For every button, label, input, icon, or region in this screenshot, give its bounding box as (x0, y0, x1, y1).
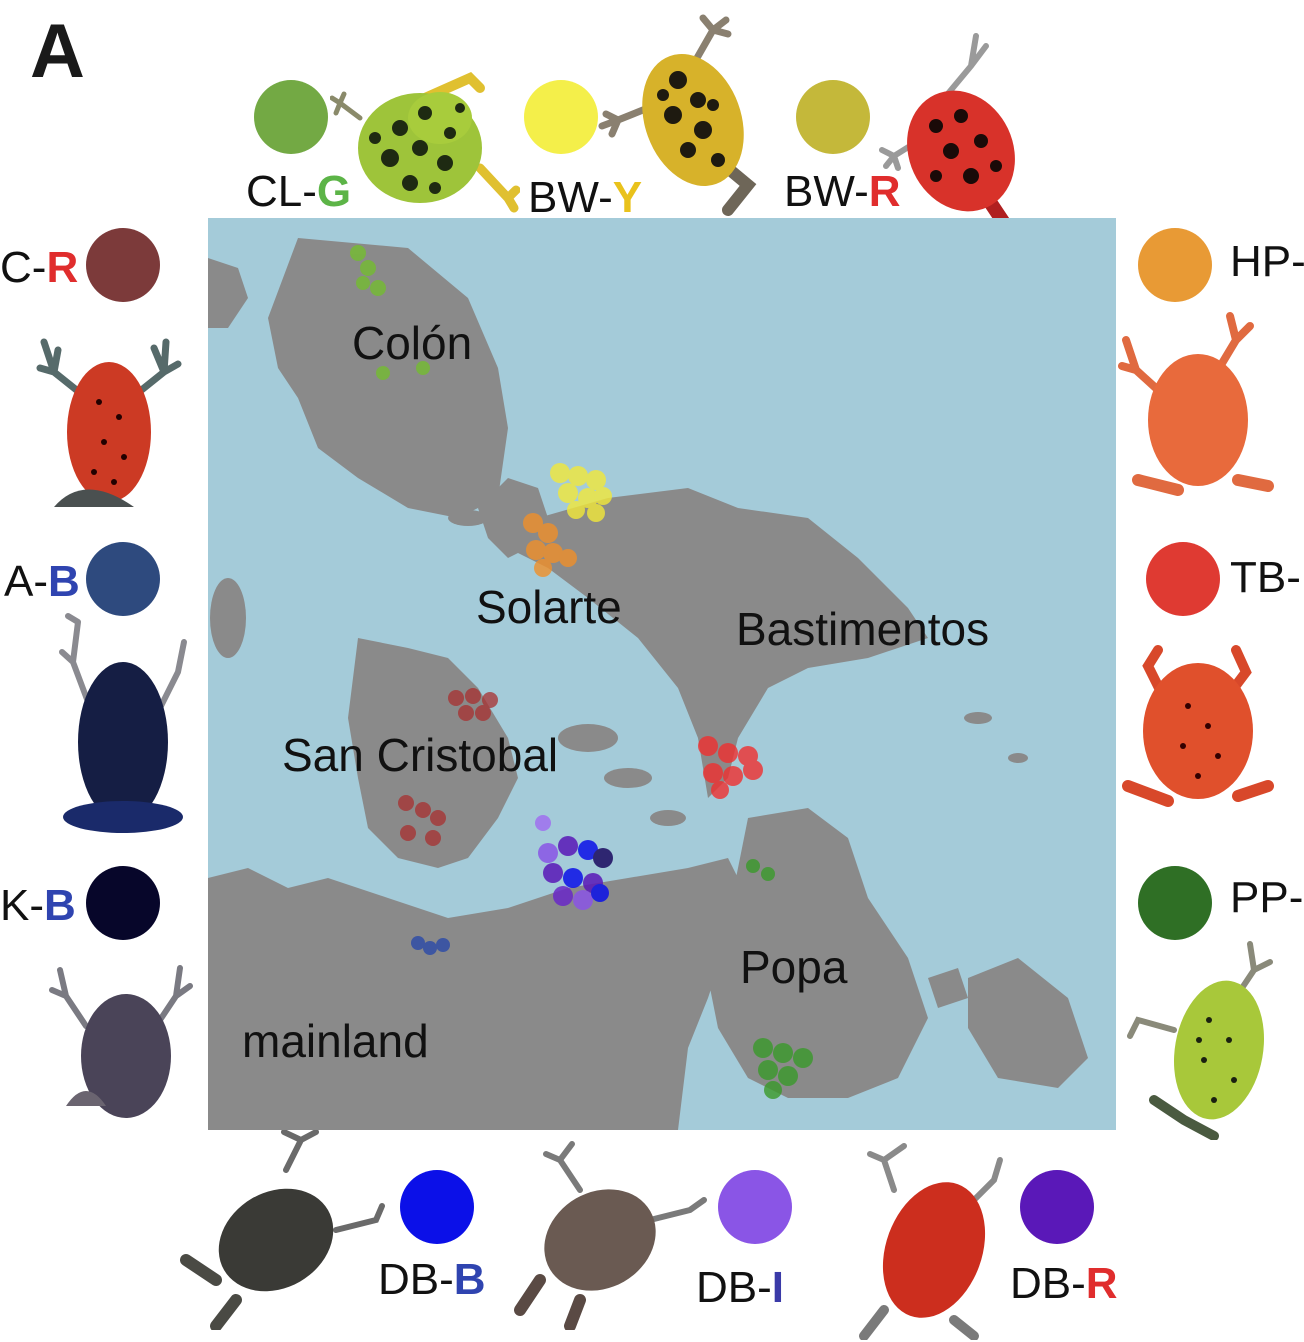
label-pp: PP- (1230, 873, 1304, 922)
red-spotted-frog-icon (876, 26, 1036, 236)
place-popa: Popa (740, 941, 848, 993)
dark-frog-icon (176, 1130, 386, 1330)
swatch-bw-r (796, 80, 870, 154)
swatch-tb (1146, 542, 1220, 616)
label-hp: HP- (1230, 237, 1304, 286)
colon-island (268, 238, 508, 518)
swatch-a-b (86, 542, 160, 616)
swatch-db-b (400, 1170, 474, 1244)
dark-frog-icon (46, 956, 196, 1126)
orange-frog-icon (1118, 310, 1278, 500)
label-db-i: DB-I (696, 1263, 785, 1312)
label-bw-y: BW-Y (528, 173, 643, 222)
yellow-spotted-frog-icon (598, 10, 778, 220)
place-san-cristobal: San Cristobal (282, 729, 559, 781)
place-colon: Colón (352, 317, 473, 369)
sample-points-cl-g (350, 245, 430, 380)
solarte-island (478, 478, 548, 558)
swatch-hp (1138, 228, 1212, 302)
blue-frog-icon (48, 612, 198, 842)
red-frog-icon (1118, 636, 1278, 816)
place-solarte: Solarte (476, 581, 622, 633)
swatch-c-r (86, 228, 160, 302)
swatch-bw-y (524, 80, 598, 154)
label-tb: TB- (1230, 553, 1301, 602)
sample-points-bw-y (550, 463, 612, 522)
sample-points-pp (746, 859, 813, 1099)
label-k-b: K-B (0, 881, 76, 930)
label-c-r: C-R (0, 243, 79, 292)
brown-frog-icon (500, 1140, 710, 1330)
panel-label: A (30, 9, 85, 94)
swatch-db-i (718, 1170, 792, 1244)
sample-points-db (535, 815, 613, 910)
sample-points-hp (523, 513, 577, 577)
bastimentos-island (508, 488, 928, 798)
sample-points-c-r (398, 688, 498, 846)
place-mainland: mainland (242, 1015, 429, 1067)
label-db-b: DB-B (378, 1255, 486, 1304)
sample-points-tb (698, 736, 763, 799)
sample-points-k-b (411, 936, 450, 955)
swatch-cl-g (254, 80, 328, 154)
swatch-k-b (86, 866, 160, 940)
label-a-b: A-B (4, 557, 80, 606)
label-cl-g: CL-G (246, 167, 352, 216)
mainland (208, 858, 748, 1130)
green-spotted-frog-icon (330, 58, 520, 218)
label-bw-r: BW-R (784, 167, 901, 216)
swatch-pp (1138, 866, 1212, 940)
place-bastimentos: Bastimentos (736, 603, 990, 655)
green-spotted-frog-icon (1124, 940, 1294, 1140)
popa-island (708, 808, 928, 1098)
label-db-r: DB-R (1010, 1259, 1118, 1308)
red-frog-icon (834, 1140, 1014, 1340)
swatch-db-r (1020, 1170, 1094, 1244)
archipelago-map (208, 238, 1088, 1130)
red-frog-icon (34, 322, 184, 512)
map: Colón Solarte Bastimentos San Cristobal … (208, 218, 1116, 1130)
